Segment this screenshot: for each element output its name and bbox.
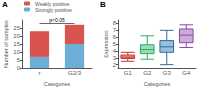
svg-text:r: r: [39, 70, 41, 76]
svg-text:8: 8: [113, 20, 117, 26]
svg-text:p<0.05: p<0.05: [49, 17, 65, 23]
svg-text:B: B: [100, 0, 106, 9]
svg-text:5: 5: [113, 41, 117, 47]
svg-text:25: 25: [13, 25, 20, 31]
svg-text:G2/3: G2/3: [68, 70, 82, 76]
svg-text:Strongly positive: Strongly positive: [35, 7, 72, 13]
svg-text:7: 7: [113, 27, 117, 33]
svg-text:G1: G1: [124, 70, 133, 76]
svg-text:6: 6: [113, 34, 117, 40]
svg-text:A: A: [2, 0, 8, 9]
svg-text:20: 20: [13, 33, 20, 39]
svg-text:10: 10: [13, 49, 20, 55]
svg-text:0: 0: [17, 65, 21, 71]
svg-text:G3: G3: [163, 70, 172, 76]
svg-text:15: 15: [13, 41, 20, 47]
svg-text:2: 2: [113, 62, 117, 68]
svg-text:5: 5: [17, 57, 21, 63]
svg-text:Categories: Categories: [44, 81, 71, 87]
svg-text:3: 3: [113, 55, 117, 61]
svg-text:Number of samples: Number of samples: [3, 20, 9, 68]
svg-text:Weakly positive: Weakly positive: [35, 0, 70, 7]
svg-text:Expression: Expression: [103, 30, 109, 57]
svg-text:G4: G4: [182, 70, 191, 76]
svg-text:G2: G2: [143, 70, 152, 76]
svg-text:4: 4: [113, 48, 117, 54]
svg-text:Categories: Categories: [144, 81, 171, 87]
